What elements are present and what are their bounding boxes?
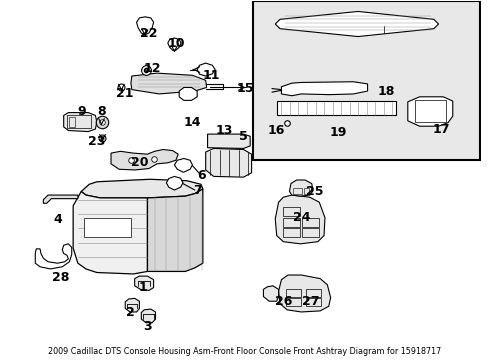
Bar [283, 207, 299, 216]
Text: 17: 17 [431, 123, 449, 136]
Text: 12: 12 [143, 62, 161, 75]
Text: 27: 27 [302, 295, 319, 308]
Text: 28: 28 [52, 271, 69, 284]
Polygon shape [275, 195, 325, 244]
Text: 3: 3 [143, 320, 151, 333]
Text: 24: 24 [293, 211, 310, 224]
Polygon shape [63, 113, 97, 132]
Text: 14: 14 [183, 116, 201, 129]
Polygon shape [141, 309, 155, 323]
Text: 2: 2 [125, 306, 134, 319]
Bar [414, 100, 445, 122]
Text: 15: 15 [236, 82, 254, 95]
Polygon shape [73, 192, 147, 274]
Text: 23: 23 [88, 135, 105, 148]
Polygon shape [174, 158, 192, 172]
Polygon shape [281, 82, 367, 96]
Text: 16: 16 [267, 124, 285, 137]
Text: 26: 26 [274, 295, 291, 308]
Text: 25: 25 [305, 185, 323, 198]
Polygon shape [131, 73, 206, 94]
Polygon shape [81, 179, 203, 198]
Polygon shape [179, 87, 197, 100]
Polygon shape [147, 189, 203, 271]
Polygon shape [43, 195, 78, 203]
Text: 8: 8 [97, 105, 105, 118]
Polygon shape [134, 276, 153, 291]
Bar [283, 218, 299, 226]
Bar [303, 188, 309, 194]
Polygon shape [207, 134, 250, 148]
Text: 18: 18 [377, 85, 394, 98]
Polygon shape [407, 97, 452, 126]
Polygon shape [166, 176, 183, 190]
Text: 11: 11 [202, 69, 220, 82]
Bar [252, 1, 479, 160]
Polygon shape [278, 275, 330, 312]
Text: 1: 1 [138, 281, 147, 294]
Text: 9: 9 [77, 105, 85, 118]
Text: 7: 7 [192, 184, 201, 197]
Text: 13: 13 [216, 124, 233, 137]
Polygon shape [275, 12, 438, 37]
Bar [69, 117, 75, 127]
Polygon shape [111, 149, 178, 170]
Text: 5: 5 [239, 130, 247, 143]
Text: 2009 Cadillac DTS Console Housing Asm-Front Floor Console Front Ashtray Diagram : 2009 Cadillac DTS Console Housing Asm-Fr… [48, 347, 440, 356]
Polygon shape [276, 101, 395, 116]
Text: 4: 4 [53, 213, 62, 226]
Polygon shape [136, 17, 153, 35]
Polygon shape [289, 180, 312, 196]
Bar [285, 298, 301, 306]
Bar [305, 298, 321, 306]
Bar [67, 116, 91, 128]
Bar [83, 218, 131, 237]
Bar [285, 289, 301, 297]
Text: 21: 21 [116, 87, 134, 100]
Text: 20: 20 [130, 156, 148, 169]
Text: 6: 6 [197, 169, 206, 182]
Polygon shape [263, 286, 278, 301]
Polygon shape [35, 244, 72, 269]
Bar [283, 228, 299, 237]
Polygon shape [205, 148, 251, 177]
Bar [302, 218, 318, 226]
Polygon shape [167, 38, 181, 50]
Text: 10: 10 [167, 37, 184, 50]
Text: 19: 19 [329, 126, 346, 139]
Bar [302, 228, 318, 237]
Polygon shape [197, 63, 215, 76]
Text: 22: 22 [140, 27, 157, 40]
Bar [305, 289, 321, 297]
Polygon shape [125, 298, 139, 312]
Bar [292, 188, 302, 194]
